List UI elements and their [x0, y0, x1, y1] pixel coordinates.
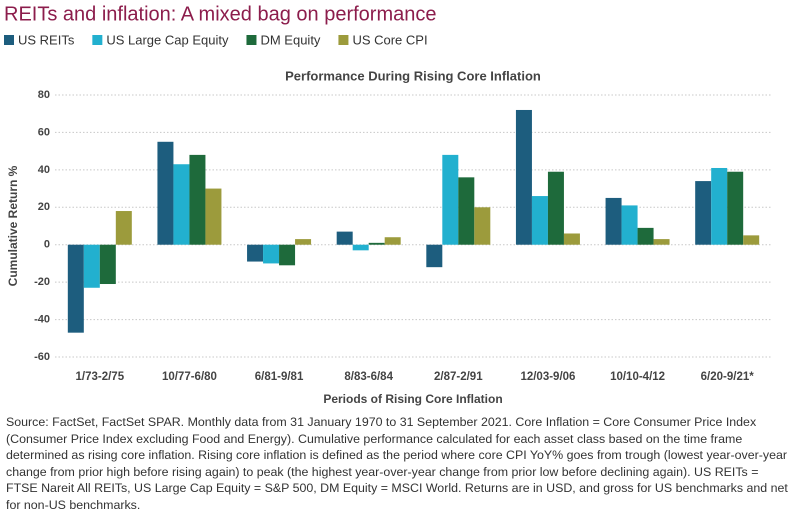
bar [563, 233, 580, 245]
bar [247, 244, 264, 262]
bar [83, 244, 100, 288]
chart: REITs and inflation: A mixed bag on perf… [4, 3, 772, 406]
bar [189, 154, 206, 245]
bar [279, 244, 296, 266]
bar [442, 154, 459, 245]
bar [458, 177, 475, 245]
bar [695, 181, 712, 245]
bar [295, 239, 312, 245]
x-tick-label: 1/73-2/75 [76, 371, 125, 383]
source-note: Source: FactSet, FactSet SPAR. Monthly d… [6, 415, 788, 512]
bar [621, 205, 638, 245]
x-tick-label: 6/20-9/21* [701, 371, 755, 383]
y-tick-label: 20 [38, 201, 50, 213]
legend-swatch [246, 35, 257, 45]
y-axis-title: Cumulative Return % [6, 165, 20, 286]
y-tick-label: 60 [38, 126, 50, 138]
bar [711, 167, 728, 245]
x-tick-label: 6/81-9/81 [255, 371, 304, 383]
legend-swatch [4, 35, 14, 45]
bar [515, 109, 532, 245]
x-tick-label: 8/83-6/84 [344, 371, 393, 383]
bar [352, 244, 369, 251]
y-tick-label: 40 [38, 164, 50, 176]
x-tick-label: 10/77-6/80 [162, 371, 217, 383]
bar [384, 237, 401, 245]
y-tick-label: -60 [34, 351, 50, 363]
bar [173, 164, 190, 245]
bar [653, 239, 670, 245]
bar [157, 141, 174, 245]
bar [263, 244, 280, 264]
legend-label: DM Equity [260, 32, 320, 47]
bar [99, 244, 116, 285]
chart-title: REITs and inflation: A mixed bag on perf… [4, 3, 436, 25]
legend-label: US Core CPI [352, 32, 427, 47]
bar [336, 231, 353, 245]
bar [474, 207, 491, 245]
chart-subtitle: Performance During Rising Core Inflation [285, 68, 541, 83]
x-axis-title: Periods of Rising Core Inflation [323, 392, 502, 406]
bar [605, 197, 622, 245]
y-tick-label: 0 [44, 239, 50, 251]
legend-label: US Large Cap Equity [106, 32, 229, 47]
y-tick-label: -20 [34, 276, 50, 288]
bar [727, 171, 744, 245]
y-tick-label: -40 [34, 313, 50, 325]
bar [368, 242, 385, 245]
x-tick-label: 2/87-2/91 [434, 371, 483, 383]
y-tick-label: 80 [38, 89, 50, 101]
legend-label: US REITs [18, 32, 75, 47]
legend-swatch [92, 35, 103, 45]
x-tick-label: 12/03-9/06 [520, 371, 575, 383]
bar [67, 244, 84, 333]
bar [531, 196, 548, 245]
bar [743, 235, 760, 245]
bar [426, 244, 443, 268]
bar [205, 188, 222, 245]
bar [115, 211, 132, 245]
bar [547, 171, 564, 245]
bar [637, 227, 654, 245]
legend-swatch [338, 35, 349, 45]
x-tick-label: 10/10-4/12 [610, 371, 665, 383]
